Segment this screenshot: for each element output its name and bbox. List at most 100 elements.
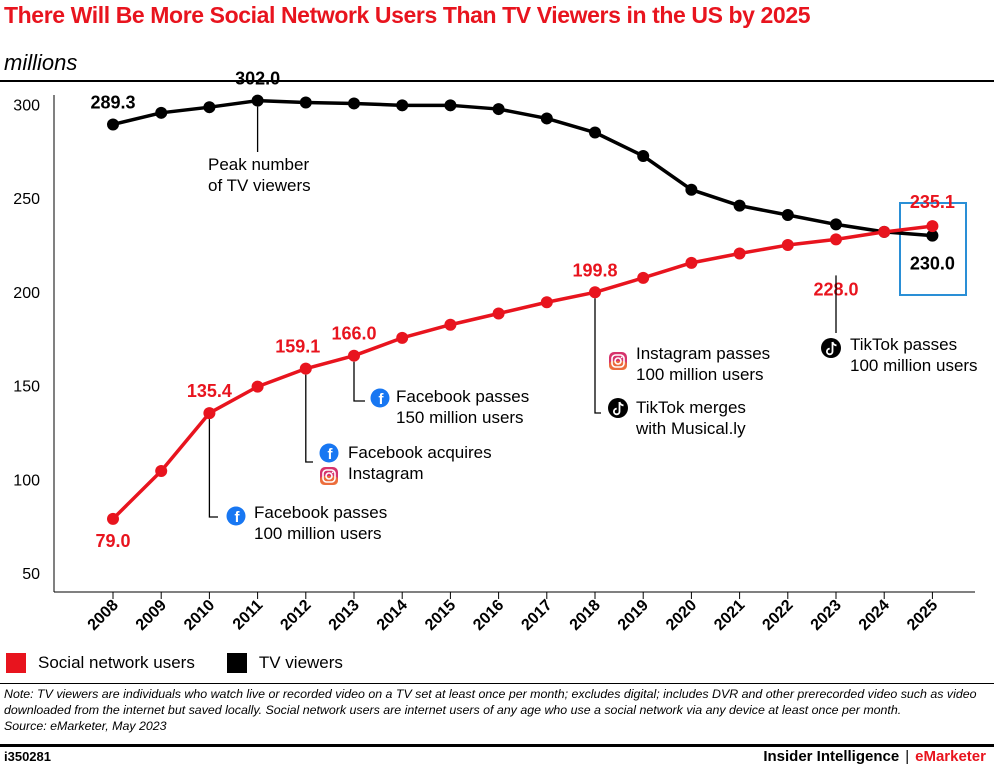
tiktok-icon (821, 338, 841, 358)
data-point-tv (348, 97, 360, 110)
data-point-tv (444, 99, 457, 112)
footnote: Note: TV viewers are individuals who wat… (4, 686, 988, 734)
annotation-text: 100 million users (254, 524, 382, 543)
legend-label-tv: TV viewers (258, 653, 343, 672)
data-point-social (203, 407, 216, 420)
header-rule (0, 80, 994, 82)
data-point-tv (107, 118, 119, 131)
data-point-social (492, 307, 505, 320)
y-tick-label: 100 (13, 472, 40, 489)
data-label: 302.0 (235, 69, 280, 89)
data-point-tv (589, 126, 601, 139)
annotation-leader (594, 298, 601, 414)
facebook-glyph: f (235, 509, 241, 526)
legend-swatch-social (6, 653, 26, 673)
x-tick-label: 2017 (518, 597, 555, 634)
note-rule (0, 683, 994, 684)
data-point-tv (733, 199, 746, 212)
facebook-glyph: f (328, 446, 334, 463)
data-point-social (637, 271, 650, 284)
data-label: 235.1 (910, 192, 955, 212)
data-point-tv (492, 103, 505, 116)
annotation-text: Instagram passes (636, 344, 770, 363)
x-tick-label: 2018 (567, 597, 604, 634)
facebook-icon: f (370, 388, 390, 408)
x-tick-label: 2009 (133, 597, 170, 634)
data-point-tv (781, 209, 794, 222)
facebook-circle (319, 443, 339, 463)
data-point-social (396, 331, 409, 344)
annotation-text: Facebook passes (396, 387, 529, 406)
data-point-social (830, 233, 842, 246)
data-label: 159.1 (275, 337, 320, 357)
instagram-icon (320, 467, 338, 485)
annotation-text: TikTok merges (636, 398, 746, 417)
x-tick-label: 2014 (374, 597, 411, 634)
annotation-leader (353, 361, 365, 402)
chart-id: i350281 (4, 749, 51, 764)
legend-item-tv: TV viewers (226, 653, 343, 673)
data-point-social (685, 256, 698, 269)
annotation-text: Peak number (208, 155, 309, 174)
legend-swatch-tv (226, 653, 247, 673)
annotation-text: Facebook acquires (348, 443, 492, 462)
instagram-glow (609, 361, 627, 370)
annotation-leader (305, 374, 313, 463)
facebook-icon: f (226, 506, 246, 526)
footer-rule (0, 744, 994, 747)
legend-item-social: Social network users (6, 653, 195, 673)
x-tick-label: 2024 (856, 597, 893, 634)
data-point-social (540, 296, 553, 309)
instagram-glow (320, 476, 338, 485)
data-label: 199.8 (572, 260, 617, 280)
x-tick-label: 2015 (422, 597, 459, 634)
annotation-text: Facebook passes (254, 503, 387, 522)
facebook-circle (370, 388, 390, 408)
series-line-social (111, 224, 933, 521)
data-point-social (589, 286, 601, 299)
data-point-tv (830, 218, 842, 231)
tiktok-circle (608, 398, 628, 418)
annotation-text: with Musical.ly (635, 419, 746, 438)
data-point-tv (251, 94, 264, 107)
note-text: Note: TV viewers are individuals who wat… (4, 687, 977, 717)
annotation-text: TikTok passes (850, 335, 957, 354)
data-point-social (251, 380, 264, 393)
tiktok-circle (821, 338, 841, 358)
data-point-tv (155, 106, 168, 119)
x-tick-label: 2019 (615, 597, 652, 634)
data-point-social (926, 220, 939, 233)
data-point-social (781, 239, 794, 252)
instagram-lens (325, 472, 333, 480)
annotation-text: 100 million users (850, 356, 978, 375)
x-tick-label: 2011 (230, 597, 267, 634)
line-chart: 50 100 150 200 250 300 2008 2009 2010 2011 2012 201… (13, 69, 978, 634)
annotation-text: 100 million users (636, 365, 764, 384)
annotation-text: of TV viewers (208, 176, 311, 195)
x-tick-label: 2010 (181, 597, 218, 634)
facebook-glyph: f (379, 391, 385, 408)
tiktok-flag (618, 401, 624, 407)
data-point-tv (299, 96, 312, 109)
brand: Insider Intelligence | eMarketer (763, 748, 986, 765)
legend: Social network users TV viewers (6, 653, 375, 673)
tiktok-flag (831, 341, 837, 347)
x-tick-label: 2020 (663, 597, 700, 634)
data-point-social (299, 362, 312, 375)
data-point-social (155, 465, 168, 478)
data-point-tv (637, 149, 650, 162)
y-tick-label: 200 (13, 285, 40, 302)
x-tick-label: 2021 (711, 597, 748, 634)
x-tick-label: 2012 (277, 597, 314, 634)
instagram-frame (611, 354, 625, 368)
y-tick-label: 50 (22, 566, 40, 583)
x-tick-label: 2025 (904, 597, 941, 634)
brand-separator: | (905, 748, 910, 765)
annotation-text: Instagram (348, 464, 424, 483)
brand-insider: Insider Intelligence (763, 748, 900, 765)
tiktok-note (826, 342, 834, 356)
instagram-dot (331, 471, 334, 474)
data-point-social (733, 247, 746, 260)
annotation-text: 150 million users (396, 408, 524, 427)
x-tick-label: 2008 (85, 597, 122, 634)
